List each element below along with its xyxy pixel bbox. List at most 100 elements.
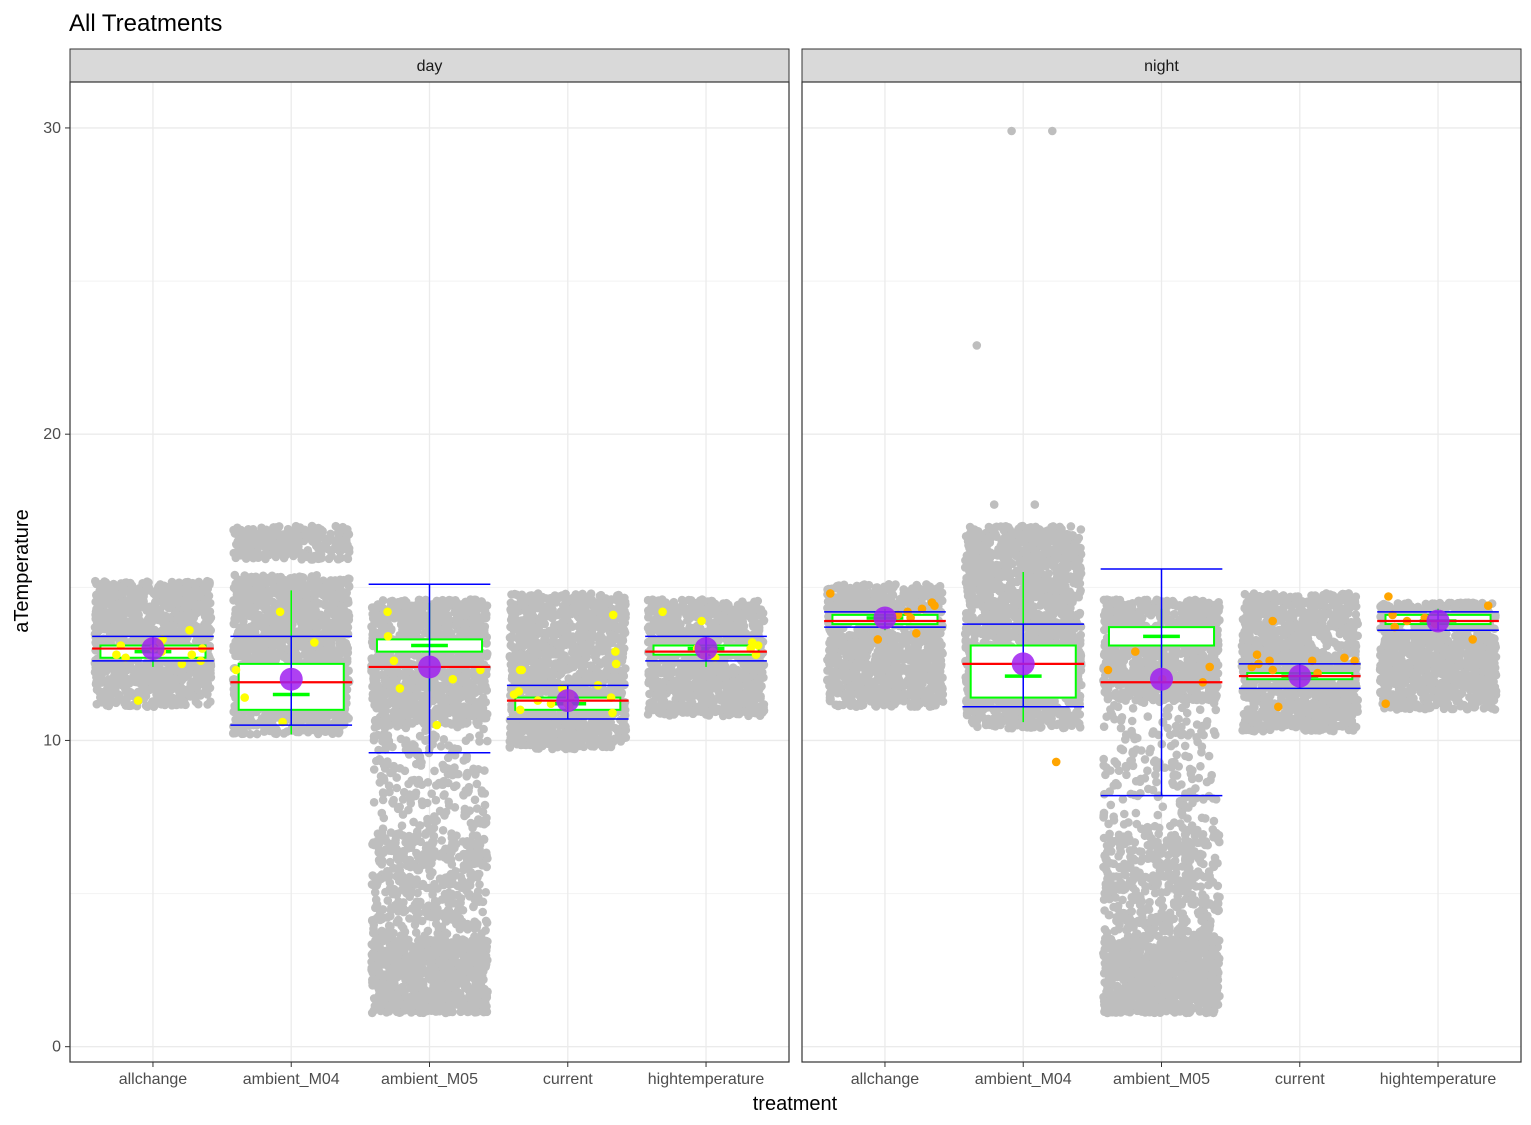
raw-point [229, 684, 239, 694]
raw-point [316, 611, 326, 621]
raw-point [273, 727, 282, 736]
raw-point [481, 916, 491, 926]
raw-point [125, 701, 135, 711]
raw-point [268, 716, 277, 725]
raw-point [388, 692, 398, 701]
raw-point [386, 597, 395, 606]
raw-point [183, 601, 192, 610]
raw-point [385, 955, 395, 965]
raw-point [403, 610, 412, 620]
raw-point [433, 691, 442, 701]
raw-point [442, 707, 452, 717]
raw-point [180, 611, 190, 621]
raw-point [271, 574, 280, 584]
raw-point [325, 535, 334, 545]
raw-point [342, 588, 352, 598]
raw-point [92, 604, 101, 614]
raw-point [378, 686, 388, 696]
raw-point [134, 660, 144, 670]
raw-point [418, 612, 427, 622]
raw-point [463, 943, 473, 953]
strip-background [69, 48, 790, 83]
raw-point [260, 595, 270, 604]
raw-point [328, 603, 338, 613]
raw-point [101, 610, 110, 620]
raw-point [439, 685, 449, 694]
raw-point [130, 610, 139, 619]
raw-point [317, 553, 326, 563]
raw-point [339, 544, 348, 553]
raw-point [201, 685, 211, 694]
raw-point [324, 554, 334, 564]
raw-point [96, 674, 106, 683]
raw-point [407, 625, 417, 634]
raw-point [205, 615, 214, 624]
raw-point [483, 937, 492, 946]
raw-point [414, 952, 424, 962]
raw-point [471, 698, 480, 707]
raw-point [231, 728, 240, 738]
raw-point [408, 996, 418, 1006]
raw-point [403, 942, 413, 951]
raw-point [416, 622, 426, 631]
raw-point [368, 626, 378, 635]
raw-point [319, 713, 328, 722]
raw-point [334, 554, 344, 564]
raw-point [308, 523, 318, 532]
raw-point [91, 614, 100, 624]
raw-point [287, 580, 297, 589]
raw-point [443, 628, 452, 638]
raw-point [478, 630, 488, 640]
strip-label: day [417, 58, 443, 75]
raw-point [195, 586, 205, 596]
raw-point [274, 523, 283, 532]
raw-point [468, 682, 478, 691]
raw-point [112, 590, 121, 599]
raw-point [253, 586, 263, 595]
raw-point [375, 702, 384, 712]
raw-point [395, 965, 405, 975]
raw-point [465, 1004, 474, 1013]
raw-point [276, 548, 286, 558]
raw-point [120, 578, 129, 588]
raw-point [482, 639, 491, 648]
raw-point [471, 941, 480, 951]
raw-point [429, 981, 439, 990]
subset-point [187, 650, 197, 659]
raw-point [389, 884, 399, 894]
raw-point [461, 619, 470, 628]
raw-point [165, 680, 175, 689]
raw-point [452, 933, 461, 943]
raw-point [298, 725, 308, 735]
raw-point [129, 673, 138, 683]
raw-point [120, 616, 129, 625]
raw-point [433, 624, 443, 633]
raw-point [122, 596, 132, 605]
raw-point [144, 603, 153, 612]
raw-point [369, 690, 379, 700]
raw-point [324, 630, 334, 640]
raw-point [159, 624, 169, 633]
raw-point [245, 729, 255, 739]
raw-point [137, 671, 146, 681]
raw-point [377, 982, 387, 992]
raw-point [146, 662, 156, 672]
raw-point [474, 958, 484, 968]
raw-point [177, 667, 187, 676]
raw-point [438, 968, 448, 978]
raw-point [376, 1006, 386, 1016]
raw-point [315, 725, 325, 735]
raw-point [242, 580, 251, 589]
raw-point [464, 704, 474, 713]
group-ambient_M05 [367, 583, 492, 1018]
raw-point [128, 630, 138, 639]
raw-point [427, 610, 436, 620]
raw-point [374, 960, 384, 969]
raw-point [181, 578, 191, 587]
raw-point [482, 686, 492, 695]
raw-point [386, 911, 395, 921]
raw-point [445, 961, 454, 971]
raw-point [371, 675, 381, 685]
raw-point [146, 699, 156, 709]
raw-point [235, 600, 245, 609]
